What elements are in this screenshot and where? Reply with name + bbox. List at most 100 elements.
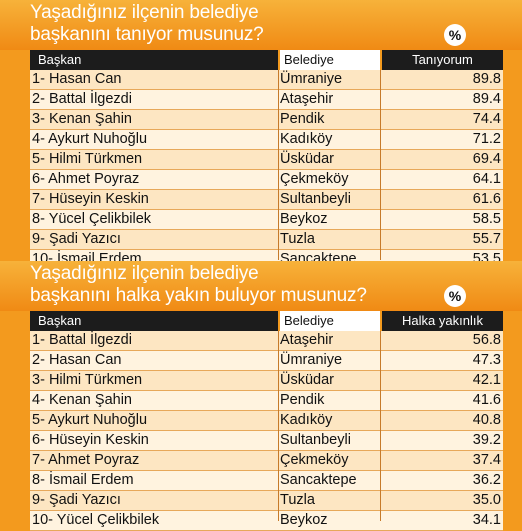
cell-baskan: 7- Ahmet Poyraz — [32, 451, 270, 470]
cell-name: Hüseyin Keskin — [48, 432, 149, 448]
table-title: Yaşadığınız ilçenin belediye başkanını h… — [30, 263, 367, 307]
table-row: 6- Hüseyin Keskin Sultanbeyli 39.2 — [30, 431, 503, 451]
cell-belediye: Sultanbeyli — [280, 191, 351, 207]
cell-belediye: Çekmeköy — [280, 452, 349, 468]
table-row: 4- Aykurt Nuhoğlu Kadıköy 71.2 — [30, 130, 503, 150]
table-row: 1- Hasan Can Ümraniye 89.8 — [30, 70, 503, 90]
table-row: 8- İsmail Erdem Sancaktepe 36.2 — [30, 471, 503, 491]
table-row: 3- Hilmi Türkmen Üsküdar 42.1 — [30, 371, 503, 391]
cell-belediye: Ataşehir — [280, 332, 334, 348]
cell-value: 64.1 — [472, 171, 501, 187]
table-row: 7- Hüseyin Keskin Sultanbeyli 61.6 — [30, 190, 503, 210]
cell-belediye: Üsküdar — [280, 151, 334, 167]
cell-rank: 8- — [32, 211, 45, 227]
column-header-row: Başkan Belediye Tanıyorum — [30, 50, 503, 70]
cell-baskan: 8- Yücel Çelikbilek — [32, 210, 270, 229]
cell-belediye: Ümraniye — [280, 71, 343, 87]
cell-name: İsmail Erdem — [48, 472, 134, 488]
cell-belediye: Kadıköy — [280, 412, 333, 428]
cell-belediye: Beykoz — [280, 512, 328, 528]
cell-baskan: 3- Hilmi Türkmen — [32, 371, 270, 390]
cell-name: Hilmi Türkmen — [48, 151, 143, 167]
cell-rank: 7- — [32, 452, 45, 468]
cell-name: Yücel Çelikbilek — [56, 512, 160, 528]
cell-rank: 1- — [32, 71, 45, 87]
cell-belediye: Kadıköy — [280, 131, 333, 147]
cell-value: 36.2 — [472, 472, 501, 488]
cell-name: Kenan Şahin — [48, 392, 132, 408]
cell-value: 61.6 — [472, 191, 501, 207]
cell-baskan: 4- Kenan Şahin — [32, 391, 270, 410]
table-row: 6- Ahmet Poyraz Çekmeköy 64.1 — [30, 170, 503, 190]
cell-name: Ahmet Poyraz — [48, 171, 140, 187]
cell-value: 39.2 — [472, 432, 501, 448]
cell-rank: 5- — [32, 412, 45, 428]
table-header-band — [0, 261, 522, 311]
cell-baskan: 4- Aykurt Nuhoğlu — [32, 130, 270, 149]
cell-baskan: 3- Kenan Şahin — [32, 110, 270, 129]
cell-belediye: Üsküdar — [280, 372, 334, 388]
cell-baskan: 6- Hüseyin Keskin — [32, 431, 270, 450]
column-header-baskan: Başkan — [30, 50, 278, 70]
title-line-1: Yaşadığınız ilçenin belediye — [30, 2, 259, 23]
title-line-2: başkanını halka yakın buluyor musunuz? — [30, 285, 367, 306]
cell-value: 71.2 — [472, 131, 501, 147]
table-row: 9- Şadi Yazıcı Tuzla 55.7 — [30, 230, 503, 250]
cell-value: 89.8 — [472, 71, 501, 87]
cell-rank: 7- — [32, 191, 45, 207]
cell-value: 34.1 — [472, 512, 501, 528]
cell-rank: 8- — [32, 472, 45, 488]
cell-name: Hasan Can — [48, 71, 122, 87]
table-body: 1- Hasan Can Ümraniye 89.8 2- Battal İlgezd… — [30, 70, 503, 270]
cell-baskan: 1- Battal İlgezdi — [32, 331, 270, 350]
cell-belediye: Çekmeköy — [280, 171, 349, 187]
cell-name: Şadi Yazıcı — [48, 492, 121, 508]
cell-rank: 3- — [32, 372, 45, 388]
cell-belediye: Tuzla — [280, 231, 315, 247]
percent-badge: % — [444, 24, 466, 46]
cell-rank: 6- — [32, 171, 45, 187]
cell-baskan: 10- Yücel Çelikbilek — [32, 511, 270, 530]
column-divider — [278, 331, 279, 521]
table-header-band — [0, 0, 522, 50]
column-header-belediye: Belediye — [280, 50, 380, 70]
cell-value: 56.8 — [472, 332, 501, 348]
cell-belediye: Sancaktepe — [280, 472, 357, 488]
cell-value: 74.4 — [472, 111, 501, 127]
table-row: 9- Şadi Yazıcı Tuzla 35.0 — [30, 491, 503, 511]
table-row: 2- Hasan Can Ümraniye 47.3 — [30, 351, 503, 371]
cell-value: 42.1 — [472, 372, 501, 388]
cell-name: Hilmi Türkmen — [48, 372, 143, 388]
cell-value: 58.5 — [472, 211, 501, 227]
cell-name: Kenan Şahin — [48, 111, 132, 127]
cell-value: 41.6 — [472, 392, 501, 408]
cell-baskan: 7- Hüseyin Keskin — [32, 190, 270, 209]
cell-rank: 4- — [32, 131, 45, 147]
cell-belediye: Tuzla — [280, 492, 315, 508]
cell-value: 55.7 — [472, 231, 501, 247]
cell-value: 40.8 — [472, 412, 501, 428]
cell-baskan: 2- Hasan Can — [32, 351, 270, 370]
column-header-value: Halka yakınlık — [382, 311, 503, 331]
table-row: 3- Kenan Şahin Pendik 74.4 — [30, 110, 503, 130]
table-title: Yaşadığınız ilçenin belediye başkanını t… — [30, 2, 264, 46]
cell-belediye: Beykoz — [280, 211, 328, 227]
cell-name: Aykurt Nuhoğlu — [48, 131, 148, 147]
cell-rank: 1- — [32, 332, 45, 348]
cell-baskan: 2- Battal İlgezdi — [32, 90, 270, 109]
table-row: 1- Battal İlgezdi Ataşehir 56.8 — [30, 331, 503, 351]
cell-belediye: Sultanbeyli — [280, 432, 351, 448]
title-line-1: Yaşadığınız ilçenin belediye — [30, 263, 259, 284]
cell-value: 35.0 — [472, 492, 501, 508]
table-row: 8- Yücel Çelikbilek Beykoz 58.5 — [30, 210, 503, 230]
column-header-value: Tanıyorum — [382, 50, 503, 70]
cell-rank: 4- — [32, 392, 45, 408]
title-line-2: başkanını tanıyor musunuz? — [30, 24, 264, 45]
cell-baskan: 1- Hasan Can — [32, 70, 270, 89]
cell-belediye: Pendik — [280, 111, 325, 127]
cell-rank: 5- — [32, 151, 45, 167]
table-row: 7- Ahmet Poyraz Çekmeköy 37.4 — [30, 451, 503, 471]
cell-rank: 2- — [32, 352, 45, 368]
cell-name: Battal İlgezdi — [48, 91, 132, 107]
cell-belediye: Ataşehir — [280, 91, 334, 107]
